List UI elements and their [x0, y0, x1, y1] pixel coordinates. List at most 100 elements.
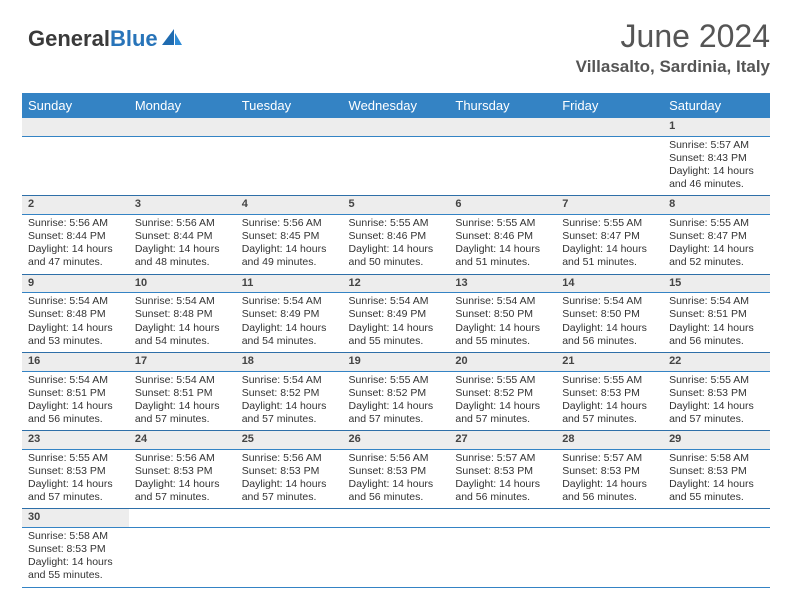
day-content-cell: Sunrise: 5:54 AMSunset: 8:49 PMDaylight:…	[343, 293, 450, 353]
info-line-d2: and 47 minutes.	[28, 256, 123, 269]
content-row: Sunrise: 5:57 AMSunset: 8:43 PMDaylight:…	[22, 136, 770, 196]
content-row: Sunrise: 5:58 AMSunset: 8:53 PMDaylight:…	[22, 528, 770, 588]
sun-info: Sunrise: 5:58 AMSunset: 8:53 PMDaylight:…	[669, 452, 764, 505]
info-line-d2: and 56 minutes.	[562, 335, 657, 348]
info-line-ss: Sunset: 8:46 PM	[349, 230, 444, 243]
day-number-cell: 25	[236, 431, 343, 450]
day-number-cell: 20	[449, 352, 556, 371]
day-number: 6	[455, 198, 461, 210]
day-number: 10	[135, 277, 147, 289]
day-content-cell: Sunrise: 5:54 AMSunset: 8:51 PMDaylight:…	[129, 371, 236, 431]
day-number: 29	[669, 433, 681, 445]
info-line-d1: Daylight: 14 hours	[349, 243, 444, 256]
day-content-cell: Sunrise: 5:55 AMSunset: 8:53 PMDaylight:…	[663, 371, 770, 431]
day-number: 1	[669, 120, 675, 132]
day-number-cell	[449, 509, 556, 528]
daynum-row: 1	[22, 118, 770, 136]
info-line-ss: Sunset: 8:52 PM	[242, 387, 337, 400]
info-line-d1: Daylight: 14 hours	[28, 478, 123, 491]
info-line-sr: Sunrise: 5:56 AM	[135, 217, 230, 230]
info-line-d2: and 56 minutes.	[669, 335, 764, 348]
info-line-d1: Daylight: 14 hours	[28, 400, 123, 413]
info-line-ss: Sunset: 8:53 PM	[242, 465, 337, 478]
info-line-d2: and 51 minutes.	[455, 256, 550, 269]
info-line-ss: Sunset: 8:53 PM	[562, 465, 657, 478]
info-line-sr: Sunrise: 5:55 AM	[669, 374, 764, 387]
info-line-d1: Daylight: 14 hours	[669, 400, 764, 413]
info-line-d2: and 57 minutes.	[669, 413, 764, 426]
info-line-d2: and 56 minutes.	[28, 413, 123, 426]
sun-info: Sunrise: 5:55 AMSunset: 8:53 PMDaylight:…	[28, 452, 123, 505]
info-line-d2: and 49 minutes.	[242, 256, 337, 269]
info-line-d2: and 57 minutes.	[349, 413, 444, 426]
day-number: 28	[562, 433, 574, 445]
info-line-ss: Sunset: 8:44 PM	[135, 230, 230, 243]
sun-info: Sunrise: 5:54 AMSunset: 8:51 PMDaylight:…	[669, 295, 764, 348]
daynum-row: 9101112131415	[22, 274, 770, 293]
info-line-ss: Sunset: 8:46 PM	[455, 230, 550, 243]
day-content-cell	[129, 136, 236, 196]
weekday-header: Wednesday	[343, 93, 450, 118]
info-line-d2: and 51 minutes.	[562, 256, 657, 269]
day-content-cell: Sunrise: 5:56 AMSunset: 8:45 PMDaylight:…	[236, 215, 343, 275]
day-number: 27	[455, 433, 467, 445]
day-content-cell: Sunrise: 5:56 AMSunset: 8:44 PMDaylight:…	[129, 215, 236, 275]
calendar-table: Sunday Monday Tuesday Wednesday Thursday…	[22, 93, 770, 588]
day-number-cell: 6	[449, 196, 556, 215]
content-row: Sunrise: 5:54 AMSunset: 8:51 PMDaylight:…	[22, 371, 770, 431]
day-content-cell: Sunrise: 5:56 AMSunset: 8:44 PMDaylight:…	[22, 215, 129, 275]
info-line-d1: Daylight: 14 hours	[562, 322, 657, 335]
day-content-cell: Sunrise: 5:56 AMSunset: 8:53 PMDaylight:…	[129, 449, 236, 509]
day-number-cell: 21	[556, 352, 663, 371]
day-number-cell: 3	[129, 196, 236, 215]
sun-info: Sunrise: 5:54 AMSunset: 8:49 PMDaylight:…	[242, 295, 337, 348]
day-content-cell: Sunrise: 5:57 AMSunset: 8:43 PMDaylight:…	[663, 136, 770, 196]
sun-info: Sunrise: 5:57 AMSunset: 8:43 PMDaylight:…	[669, 139, 764, 192]
sun-info: Sunrise: 5:55 AMSunset: 8:47 PMDaylight:…	[669, 217, 764, 270]
info-line-d1: Daylight: 14 hours	[669, 322, 764, 335]
title-block: June 2024 Villasalto, Sardinia, Italy	[576, 18, 770, 77]
info-line-ss: Sunset: 8:47 PM	[562, 230, 657, 243]
info-line-d1: Daylight: 14 hours	[28, 556, 123, 569]
day-content-cell: Sunrise: 5:55 AMSunset: 8:46 PMDaylight:…	[343, 215, 450, 275]
info-line-ss: Sunset: 8:52 PM	[455, 387, 550, 400]
info-line-ss: Sunset: 8:43 PM	[669, 152, 764, 165]
day-number: 17	[135, 355, 147, 367]
info-line-sr: Sunrise: 5:55 AM	[455, 374, 550, 387]
info-line-d1: Daylight: 14 hours	[135, 322, 230, 335]
day-number-cell: 26	[343, 431, 450, 450]
sun-info: Sunrise: 5:54 AMSunset: 8:52 PMDaylight:…	[242, 374, 337, 427]
info-line-ss: Sunset: 8:50 PM	[455, 308, 550, 321]
info-line-ss: Sunset: 8:51 PM	[28, 387, 123, 400]
info-line-sr: Sunrise: 5:55 AM	[562, 374, 657, 387]
day-number-cell: 23	[22, 431, 129, 450]
location-subtitle: Villasalto, Sardinia, Italy	[576, 57, 770, 77]
day-content-cell: Sunrise: 5:54 AMSunset: 8:51 PMDaylight:…	[22, 371, 129, 431]
day-content-cell: Sunrise: 5:57 AMSunset: 8:53 PMDaylight:…	[556, 449, 663, 509]
info-line-sr: Sunrise: 5:57 AM	[562, 452, 657, 465]
info-line-ss: Sunset: 8:49 PM	[349, 308, 444, 321]
info-line-d1: Daylight: 14 hours	[242, 243, 337, 256]
day-number: 18	[242, 355, 254, 367]
info-line-d2: and 55 minutes.	[455, 335, 550, 348]
info-line-sr: Sunrise: 5:54 AM	[242, 295, 337, 308]
content-row: Sunrise: 5:54 AMSunset: 8:48 PMDaylight:…	[22, 293, 770, 353]
header: GeneralBlue June 2024 Villasalto, Sardin…	[22, 18, 770, 77]
day-content-cell: Sunrise: 5:58 AMSunset: 8:53 PMDaylight:…	[663, 449, 770, 509]
info-line-ss: Sunset: 8:45 PM	[242, 230, 337, 243]
sun-info: Sunrise: 5:55 AMSunset: 8:52 PMDaylight:…	[349, 374, 444, 427]
day-number-cell: 7	[556, 196, 663, 215]
info-line-sr: Sunrise: 5:56 AM	[349, 452, 444, 465]
day-content-cell	[663, 528, 770, 588]
sun-info: Sunrise: 5:54 AMSunset: 8:48 PMDaylight:…	[28, 295, 123, 348]
info-line-sr: Sunrise: 5:56 AM	[135, 452, 230, 465]
info-line-d1: Daylight: 14 hours	[562, 478, 657, 491]
info-line-sr: Sunrise: 5:55 AM	[455, 217, 550, 230]
day-content-cell	[129, 528, 236, 588]
sun-info: Sunrise: 5:56 AMSunset: 8:44 PMDaylight:…	[28, 217, 123, 270]
daynum-row: 2345678	[22, 196, 770, 215]
weekday-header: Friday	[556, 93, 663, 118]
day-number-cell: 14	[556, 274, 663, 293]
day-number-cell: 12	[343, 274, 450, 293]
day-content-cell: Sunrise: 5:54 AMSunset: 8:51 PMDaylight:…	[663, 293, 770, 353]
